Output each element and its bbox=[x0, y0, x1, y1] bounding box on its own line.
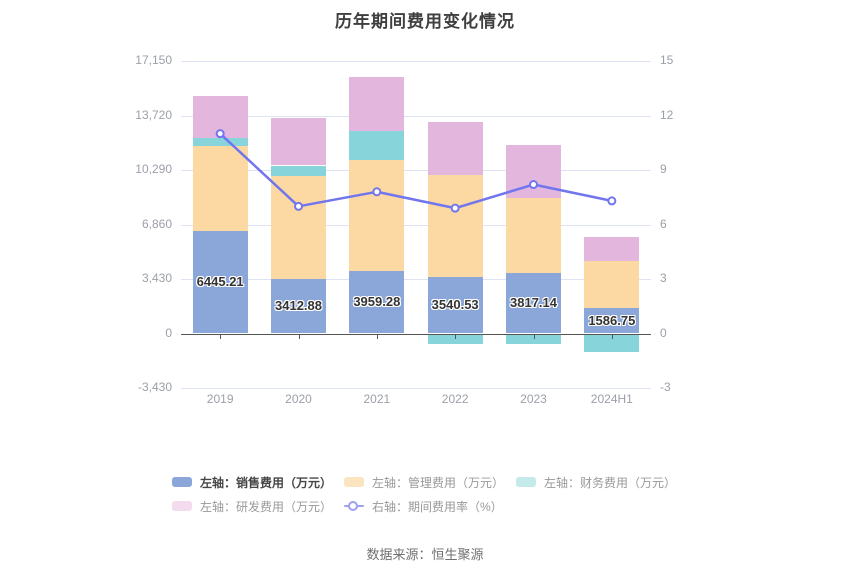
left-axis-tick-label: 0 bbox=[165, 325, 172, 340]
legend-line-marker bbox=[348, 501, 358, 511]
gridline bbox=[181, 279, 651, 280]
left-axis-tick-label: 13,720 bbox=[135, 107, 172, 122]
rate-point[interactable] bbox=[450, 203, 460, 213]
legend-item[interactable]: 左轴：销售费用（万元） bbox=[172, 475, 333, 490]
x-axis-tick bbox=[298, 333, 300, 339]
bar-segment[interactable] bbox=[584, 308, 640, 334]
left-axis-tick-label: 10,290 bbox=[135, 162, 172, 176]
legend-item[interactable]: 右轴：期间费用率（%） bbox=[344, 499, 503, 514]
gridline bbox=[181, 61, 651, 62]
bar-segment[interactable] bbox=[271, 117, 326, 166]
right-axis-tick-label: 12 bbox=[660, 107, 674, 122]
bar-segment[interactable] bbox=[349, 76, 405, 131]
bar-segment[interactable] bbox=[271, 165, 326, 176]
bar-segment[interactable] bbox=[271, 279, 326, 334]
legend-label: 左轴：研发费用（万元） bbox=[200, 499, 333, 514]
bar-segment[interactable] bbox=[271, 175, 326, 280]
x-axis-label: 2021 bbox=[363, 392, 391, 406]
bar-value-label: 3959.28 bbox=[353, 294, 401, 310]
right-axis-tick-label: 3 bbox=[660, 271, 667, 285]
rate-point[interactable] bbox=[215, 129, 225, 139]
x-axis-tick bbox=[376, 333, 378, 339]
chart-title: 历年期间费用变化情况 bbox=[335, 12, 515, 31]
bar-segment[interactable] bbox=[349, 160, 405, 271]
gridline bbox=[181, 170, 651, 171]
bar-segment[interactable] bbox=[584, 236, 640, 261]
right-axis-tick-label: 9 bbox=[660, 162, 667, 176]
legend-swatch bbox=[516, 477, 536, 487]
x-axis-tick bbox=[533, 333, 535, 339]
plot-area: 6445.21 3412.88 3959.28 3540.53 3817.14 1586.… bbox=[181, 61, 651, 389]
legend-item[interactable]: 左轴：研发费用（万元） bbox=[172, 499, 333, 514]
gridline bbox=[181, 115, 651, 117]
bar-segment[interactable] bbox=[427, 121, 483, 175]
rate-point[interactable] bbox=[294, 201, 303, 211]
bar-value-label: 3412.88 bbox=[275, 298, 322, 314]
bar-segment[interactable] bbox=[427, 333, 483, 344]
legend-item[interactable]: 左轴：财务费用（万元） bbox=[516, 475, 677, 490]
zero-axis-line bbox=[181, 333, 651, 335]
bar-value-label: 3817.14 bbox=[510, 295, 557, 311]
right-axis-tick-label: 15 bbox=[660, 53, 674, 67]
data-source: 数据来源：恒生聚源 bbox=[366, 547, 484, 562]
bar-value-label: 3540.53 bbox=[431, 297, 479, 313]
gridline bbox=[181, 224, 651, 226]
gridline bbox=[181, 388, 651, 389]
rate-point[interactable] bbox=[372, 187, 382, 197]
bar-segment[interactable] bbox=[506, 333, 561, 344]
left-axis-tick-label: 17,150 bbox=[135, 53, 172, 67]
rate-line-layer bbox=[215, 129, 617, 213]
legend-label: 左轴：销售费用（万元） bbox=[200, 475, 333, 490]
right-axis-tick-label: -3 bbox=[660, 380, 671, 394]
x-axis-label: 2020 bbox=[285, 392, 312, 406]
legend-label: 左轴：管理费用（万元） bbox=[372, 475, 505, 490]
legend-label: 左轴：财务费用（万元） bbox=[544, 475, 677, 490]
legend-item[interactable]: 左轴：管理费用（万元） bbox=[344, 475, 505, 490]
bar-segment[interactable] bbox=[192, 231, 248, 334]
bar-segment[interactable] bbox=[427, 174, 483, 278]
x-axis-tick bbox=[455, 333, 457, 339]
bar-segment[interactable] bbox=[506, 197, 561, 273]
x-axis-tick bbox=[220, 333, 222, 339]
right-axis-tick-label: 6 bbox=[660, 216, 667, 231]
bar-segment[interactable] bbox=[349, 270, 405, 334]
bar-segment[interactable] bbox=[584, 260, 640, 309]
legend-swatch bbox=[172, 477, 192, 487]
left-axis-tick-label: 3,430 bbox=[141, 271, 172, 285]
x-axis-tick bbox=[611, 333, 613, 339]
legend-swatch bbox=[344, 477, 364, 487]
x-axis-label: 2019 bbox=[206, 392, 234, 406]
rate-point[interactable] bbox=[529, 180, 538, 190]
legend-swatch bbox=[172, 501, 192, 511]
left-axis-tick-label: 6,860 bbox=[141, 216, 172, 231]
rate-line[interactable] bbox=[219, 132, 613, 210]
right-axis-tick-label: 0 bbox=[660, 325, 667, 340]
bar-segment[interactable] bbox=[506, 272, 561, 334]
bar-segment[interactable] bbox=[427, 277, 483, 334]
bar-segment[interactable] bbox=[192, 146, 248, 232]
x-axis-label: 2023 bbox=[520, 392, 547, 406]
bar-segment[interactable] bbox=[584, 333, 640, 352]
bar-segment[interactable] bbox=[349, 130, 405, 160]
x-axis-label: 2022 bbox=[441, 392, 469, 406]
x-axis-label: 2024H1 bbox=[590, 392, 633, 406]
legend-label: 右轴：期间费用率（%） bbox=[372, 499, 503, 514]
left-axis-tick-label: -3,430 bbox=[137, 380, 172, 394]
bar-segment[interactable] bbox=[192, 138, 248, 147]
rate-point[interactable] bbox=[607, 196, 617, 206]
bar-value-label: 1586.75 bbox=[588, 312, 636, 328]
legend-line-icon bbox=[344, 501, 364, 511]
bar-value-label: 6445.21 bbox=[196, 274, 244, 290]
